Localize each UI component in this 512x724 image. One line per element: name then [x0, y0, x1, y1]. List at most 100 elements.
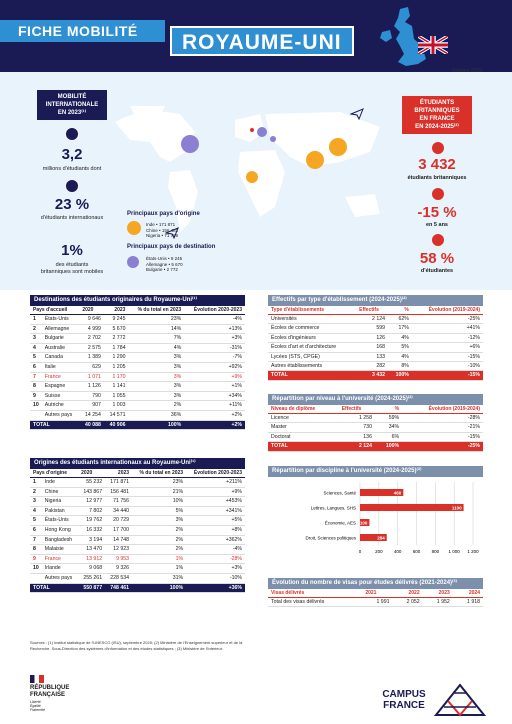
- table-cell: +1%: [184, 381, 245, 392]
- column-header: 2021: [362, 589, 393, 598]
- table-cell: +13%: [184, 324, 245, 335]
- legend-item: Nigeria • 71 756: [146, 233, 179, 238]
- table-cell: 2: [30, 487, 42, 498]
- motto-line: Liberté: [30, 700, 41, 704]
- table-cell: 9 326: [105, 563, 133, 574]
- table-cell: 255 261: [78, 573, 106, 584]
- origin-legend-list: Inde • 171 871 Chine • 156 481 Nigeria •…: [146, 222, 178, 239]
- users-icon: [66, 128, 78, 140]
- table-cell: 1 170: [103, 372, 129, 383]
- table-cell: +341%: [186, 506, 245, 517]
- rf-line: RÉPUBLIQUE: [30, 685, 70, 691]
- graduate-icon: [432, 142, 444, 154]
- table-cell: 5: [30, 352, 42, 363]
- table-cell: Chine: [41, 487, 79, 498]
- table-title: Origines des étudiants internationaux au…: [30, 458, 245, 469]
- label-line: britanniques sont mobiles: [40, 269, 104, 275]
- table-cell: +3%: [186, 563, 245, 574]
- origin-dot: [127, 221, 141, 235]
- table-cell: +34%: [184, 391, 245, 402]
- table-cell: -21%: [402, 422, 483, 433]
- total-cell: 2 124: [338, 441, 375, 452]
- total-cell: -15%: [411, 370, 483, 381]
- table-cell: 2 052: [392, 597, 423, 608]
- total-cell: 100%: [128, 420, 185, 431]
- table-cell: Irlande: [41, 563, 79, 574]
- table-cell: 3 194: [78, 535, 106, 546]
- bar: [360, 519, 370, 526]
- column-header: 2020: [78, 469, 106, 478]
- table-row: Universités 2 124 62% -25%: [268, 314, 483, 325]
- table-cell: 1 784: [103, 343, 129, 354]
- total-cell: 40 088: [79, 420, 104, 431]
- cf-line: FRANCE: [383, 700, 425, 711]
- stat-evolution-label: en 5 ans: [425, 222, 448, 228]
- table-row: 4 Australie 2 575 1 784 4% -31%: [30, 343, 245, 354]
- female-icon: [432, 234, 444, 246]
- table-cell: Master: [268, 422, 339, 433]
- table-cell: 23%: [132, 477, 187, 488]
- table-cell: [30, 410, 42, 421]
- table-cell: 62%: [388, 314, 412, 325]
- bar: [360, 534, 387, 541]
- table-cell: 1 205: [103, 362, 129, 373]
- table-cell: 12 977: [78, 496, 106, 507]
- table-cell: 1 141: [103, 381, 129, 392]
- table-cell: 629: [79, 362, 104, 373]
- date: Octobre 2025: [451, 68, 482, 74]
- table-cell: 14 571: [103, 410, 129, 421]
- table-cell: -4%: [184, 314, 245, 325]
- table-cell: Doctorat: [268, 432, 339, 443]
- table-title: Effectifs par type d'établissement (2024…: [268, 295, 483, 306]
- table-row: Autres établissements 282 8% -10%: [268, 361, 483, 372]
- table-cell: 17%: [388, 323, 412, 334]
- legend-item: États-Unis • 9 245: [146, 256, 183, 261]
- table-cell: 5 670: [103, 324, 129, 335]
- table-cell: Inde: [41, 477, 79, 488]
- table-cell: -10%: [186, 573, 245, 584]
- table-cell: 143 867: [78, 487, 106, 498]
- total-cell: 100%: [388, 370, 412, 381]
- table-cell: Australie: [41, 343, 80, 354]
- table-title: Répartition par niveau à l'université (2…: [268, 394, 483, 405]
- stat-female: 58 %: [419, 250, 455, 267]
- paper-plane-icon: [350, 108, 364, 120]
- table-cell: Allemagne: [41, 324, 80, 335]
- table-row: 3 Nigeria 12 977 71 756 10% +453%: [30, 496, 245, 507]
- x-tick-label: 600: [413, 549, 421, 554]
- x-tick-label: 1 200: [467, 549, 479, 554]
- republique-francaise-logo: RÉPUBLIQUE FRANÇAISE Liberté Égalité Fra…: [30, 675, 90, 712]
- table-row: 5 États-Unis 19 762 20 729 3% +5%: [30, 515, 245, 526]
- table-cell: Écoles d'art et d'architecture: [268, 342, 357, 353]
- destinations-table: Destinations des étudiants originaires d…: [30, 295, 245, 431]
- table-cell: +41%: [411, 323, 483, 334]
- table-total-row: TOTAL 40 088 40 906 100% +2%: [30, 420, 245, 431]
- table-cell: 2: [30, 324, 42, 335]
- dest-legend-title: Principaux pays de destination: [127, 244, 216, 250]
- sources: Sources : (1) Institut statistique de l'…: [30, 640, 243, 651]
- table-row: 7 France 1 071 1 170 3% +9%: [30, 372, 245, 383]
- stat-mobile: 1%: [61, 242, 83, 259]
- table-row: 2 Chine 143 867 156 481 21% +9%: [30, 487, 245, 498]
- table-cell: 7%: [128, 333, 185, 344]
- table-cell: 4%: [388, 352, 412, 363]
- table-total-row: TOTAL 2 124 100% -25%: [268, 441, 483, 452]
- table-row: Autres pays 255 261 228 534 31% -10%: [30, 573, 245, 584]
- box-line: EN 2023⁽¹⁾: [57, 110, 87, 116]
- table-cell: 8: [30, 544, 42, 555]
- table-row: Licence 1 258 59% -28%: [268, 413, 483, 424]
- table-cell: 10: [30, 400, 42, 411]
- table-cell: 34 440: [105, 506, 133, 517]
- category-label: Lettres, Langues, SHS: [311, 506, 356, 511]
- table-cell: 55 232: [78, 477, 106, 488]
- visa-table: Évolution du nombre de visas pour études…: [268, 578, 483, 608]
- table-row: Total des visas délivrés 1 991 2 052 1 952 1…: [268, 597, 483, 608]
- table-row: 10 Autriche 907 1 003 2% +11%: [30, 400, 245, 411]
- table-cell: 1 071: [79, 372, 104, 383]
- category-label: Sciences, Santé: [323, 491, 356, 496]
- table-cell: 23%: [128, 314, 185, 325]
- total-cell: TOTAL: [30, 420, 80, 431]
- table-cell: 31%: [132, 573, 187, 584]
- motto-line: Fraternité: [30, 708, 45, 712]
- table-cell: 13 912: [78, 554, 106, 565]
